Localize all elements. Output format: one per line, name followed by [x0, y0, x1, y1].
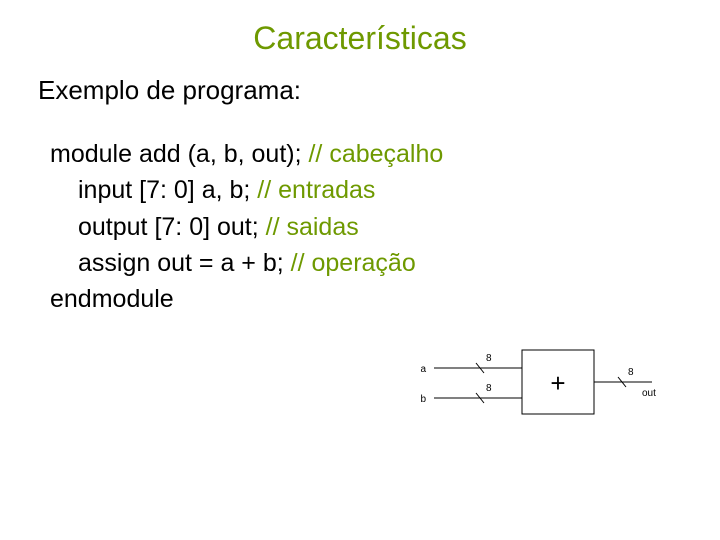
- adder-diagram: + a 8 b 8 8 out: [392, 340, 672, 430]
- slide-subtitle: Exemplo de programa:: [38, 75, 680, 106]
- slide-container: Características Exemplo de programa: mod…: [0, 0, 720, 540]
- output-label: out: [642, 388, 656, 399]
- code-part: output [7: 0] out;: [78, 213, 266, 241]
- code-line-2: output [7: 0] out; // saidas: [78, 209, 680, 245]
- input-b-label: b: [420, 394, 426, 405]
- code-part: input [7: 0] a, b;: [78, 176, 257, 204]
- code-line-0: module add (a, b, out); // cabeçalho: [50, 136, 680, 172]
- code-comment: // entradas: [257, 176, 375, 204]
- code-comment: // saidas: [266, 213, 359, 241]
- adder-plus-label: +: [550, 368, 565, 398]
- input-a-width: 8: [486, 353, 492, 364]
- code-part: endmodule: [50, 285, 174, 313]
- input-b-width: 8: [486, 383, 492, 394]
- code-block: module add (a, b, out); // cabeçalho inp…: [50, 136, 680, 317]
- slide-title: Características: [40, 20, 680, 57]
- input-a-label: a: [420, 364, 426, 375]
- code-part: module add (a, b, out);: [50, 140, 308, 168]
- code-line-4: endmodule: [50, 281, 680, 317]
- code-comment: // cabeçalho: [308, 140, 443, 168]
- code-part: assign out = a + b;: [78, 249, 291, 277]
- code-comment: // operação: [291, 249, 416, 277]
- output-width: 8: [628, 367, 634, 378]
- code-line-1: input [7: 0] a, b; // entradas: [78, 172, 680, 208]
- code-line-3: assign out = a + b; // operação: [78, 245, 680, 281]
